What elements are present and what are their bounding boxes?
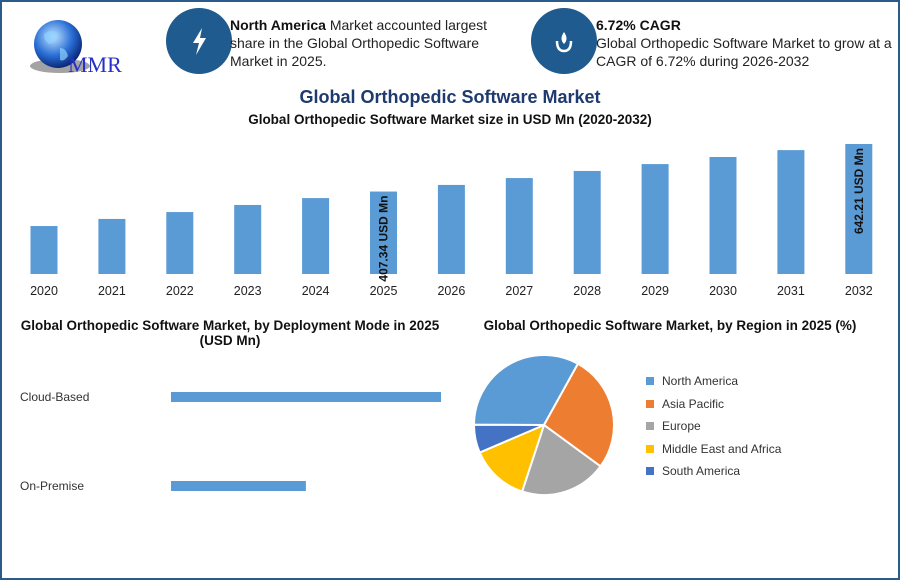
region-chart-title: Global Orthopedic Software Market, by Re…: [483, 318, 857, 333]
x-tick-2027: 2027: [505, 284, 533, 298]
x-tick-2029: 2029: [641, 284, 669, 298]
main-title: Global Orthopedic Software Market: [299, 87, 601, 107]
legend-label: Europe: [662, 419, 701, 434]
x-tick-2031: 2031: [777, 284, 805, 298]
bar-2029: [641, 164, 669, 274]
x-tick-2024: 2024: [302, 284, 330, 298]
x-tick-2032: 2032: [845, 284, 873, 298]
x-tick-2026: 2026: [437, 284, 465, 298]
slice-middle-east-and-africa: [478, 423, 546, 493]
slice-asia-pacific: [542, 362, 615, 468]
bar-On-Premise: [171, 481, 306, 491]
legend-label: Asia Pacific: [662, 396, 725, 411]
x-tick-2020: 2020: [30, 284, 58, 298]
slice-europe: [520, 423, 602, 496]
info-right-badge: [531, 8, 597, 74]
globe-icon: MMR: [30, 20, 122, 77]
bar-2020: [30, 226, 58, 274]
bar-2027: [505, 178, 533, 274]
x-tick-2021: 2021: [98, 284, 126, 298]
bar-2031: [777, 150, 805, 274]
legend-swatch: [646, 467, 654, 476]
hand-drop-icon: [555, 32, 573, 53]
category-label-On-Premise: On-Premise: [20, 479, 84, 493]
info-right-body: Global Orthopedic Software Market to gro…: [596, 35, 892, 69]
legend-item: Asia Pacific: [646, 393, 781, 416]
x-tick-2025: 2025: [370, 284, 398, 298]
pie-legend: North America Asia Pacific Europe Middle Ea…: [646, 370, 781, 483]
logo-text: MMR: [68, 52, 122, 77]
bar-2023: [234, 204, 262, 274]
bar-2026: [437, 184, 465, 274]
bar-2022: [166, 212, 194, 274]
legend-item: Middle East and Africa: [646, 438, 781, 461]
legend-item: North America: [646, 370, 781, 393]
info-left-text: North America Market accounted largest s…: [230, 16, 510, 70]
info-right-text: 6.72% CAGR Global Orthopedic Software Mar…: [596, 16, 896, 70]
x-tick-2022: 2022: [166, 284, 194, 298]
category-label-Cloud-Based: Cloud-Based: [20, 390, 89, 404]
legend-swatch: [646, 399, 654, 408]
info-left-bold: North America: [230, 17, 326, 33]
info-left-badge: [166, 8, 232, 74]
legend-label: South America: [662, 464, 741, 479]
bar-2030: [709, 156, 737, 274]
info-left-body: Market accounted largest share in the Gl…: [230, 17, 488, 69]
lightning-icon: [193, 28, 206, 55]
bar-2025: [370, 191, 397, 274]
data-label-2032: 642.21 USD Mn: [852, 148, 866, 234]
bar-2024: [302, 198, 330, 274]
x-tick-2023: 2023: [234, 284, 262, 298]
bar-2028: [573, 170, 601, 274]
info-right-bold: 6.72% CAGR: [596, 17, 681, 33]
legend-label: Middle East and Africa: [662, 441, 782, 456]
slice-south-america: [473, 423, 545, 454]
legend-swatch: [646, 422, 654, 431]
bar-chart-title: Global Orthopedic Software Market size i…: [248, 112, 652, 127]
slice-north-america: [472, 354, 580, 427]
x-tick-2028: 2028: [573, 284, 601, 298]
legend-swatch: [646, 377, 654, 386]
deployment-chart-title: Global Orthopedic Software Market, by De…: [20, 318, 440, 348]
bar-Cloud-Based: [171, 392, 441, 402]
legend-label: North America: [662, 374, 739, 389]
deployment-chart: Cloud-Based On-Premise: [20, 390, 441, 493]
legend-item: Europe: [646, 415, 781, 438]
mmr-logo: MMR: [28, 18, 138, 78]
bar-chart: 2020 2021 2022 2023 2024 2025 407.34 USD Mn 202…: [30, 144, 873, 298]
bar-2021: [98, 218, 126, 274]
x-tick-2030: 2030: [709, 284, 737, 298]
legend-swatch: [646, 444, 654, 453]
data-label-2025: 407.34 USD Mn: [377, 196, 391, 282]
bar-2032: [845, 144, 873, 274]
legend-item: South America: [646, 460, 781, 483]
region-pie-chart: [472, 354, 615, 496]
